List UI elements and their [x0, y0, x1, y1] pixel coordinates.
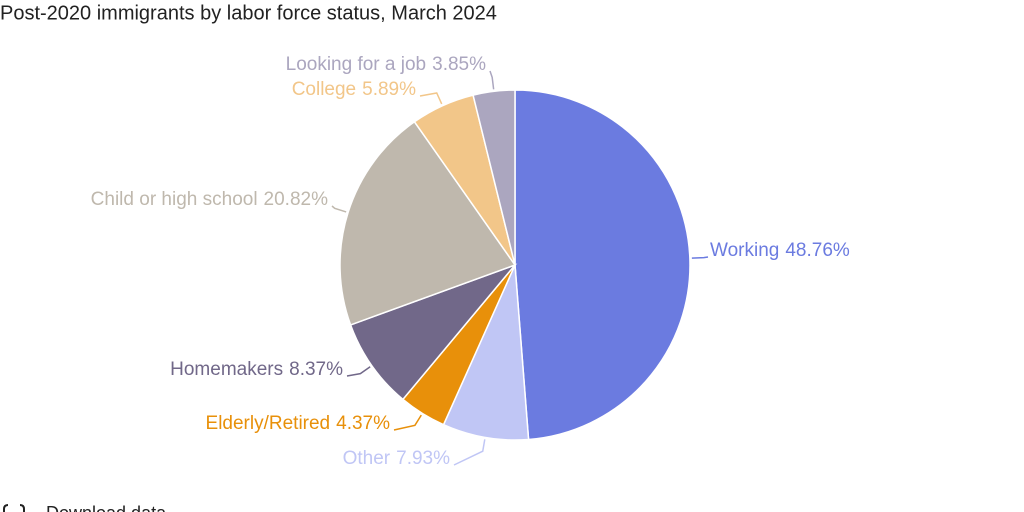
- leader-line: [419, 92, 443, 105]
- slice-label: Child or high school 20.82%: [91, 189, 328, 210]
- value-label: 7.93%: [396, 448, 450, 469]
- slice-label: Working 48.76%: [710, 240, 850, 261]
- category-label: Child or high school: [91, 189, 258, 210]
- value-label: 48.76%: [785, 240, 850, 261]
- slice-label: Looking for a job 3.85%: [286, 54, 486, 75]
- leader-line: [489, 70, 495, 90]
- value-label: 3.85%: [432, 54, 486, 75]
- pie-slice: [514, 89, 691, 441]
- category-label: Homemakers: [170, 359, 283, 380]
- category-label: Looking for a job: [286, 54, 427, 75]
- category-label: Elderly/Retired: [206, 413, 331, 434]
- slice-label: Homemakers 8.37%: [170, 359, 343, 380]
- category-label: Other: [343, 448, 391, 469]
- category-label: College: [292, 79, 356, 100]
- slice-label: Elderly/Retired 4.37%: [206, 413, 391, 434]
- category-label: Working: [710, 240, 779, 261]
- chart-title: Post-2020 immigrants by labor force stat…: [0, 2, 497, 24]
- leader-line: [393, 414, 422, 431]
- value-label: 4.37%: [336, 413, 390, 434]
- leader-line: [331, 205, 347, 213]
- download-icon[interactable]: [3, 504, 25, 512]
- pie-slice: [339, 120, 517, 326]
- brace: [19, 504, 25, 512]
- leader-line: [691, 256, 709, 259]
- slice-label: College 5.89%: [292, 79, 416, 100]
- pie-slice: [472, 89, 516, 266]
- value-label: 8.37%: [289, 359, 343, 380]
- download-link[interactable]: Download data: [46, 503, 167, 512]
- slice-label: Other 7.93%: [343, 448, 451, 469]
- value-label: 20.82%: [264, 189, 329, 210]
- pie-slice: [349, 263, 518, 401]
- brace: [3, 504, 9, 512]
- leader-line: [346, 366, 371, 377]
- leader-line: [453, 439, 486, 466]
- value-label: 5.89%: [362, 79, 416, 100]
